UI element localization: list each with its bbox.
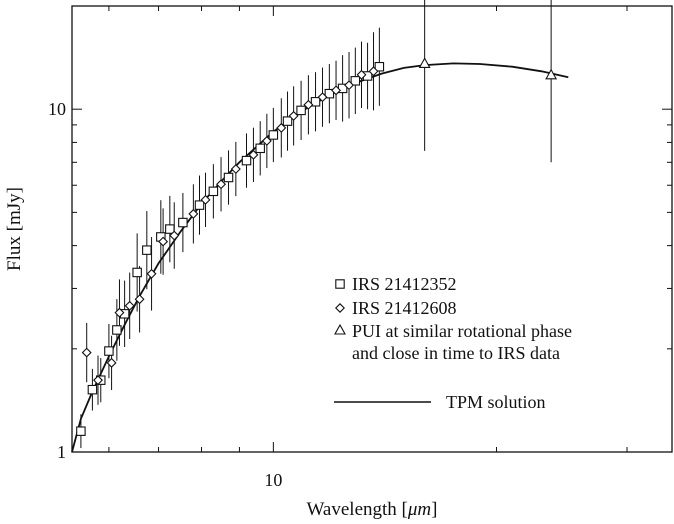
x-tick-label: 10	[264, 470, 282, 490]
tick-labels: 10 1 10	[48, 99, 282, 490]
diamond-point-irs-21412608	[331, 85, 342, 96]
square-point-irs-21412352	[165, 224, 175, 234]
square-point-irs-21412352	[255, 143, 265, 154]
diamond-point-irs-21412608	[344, 80, 355, 91]
legend: IRS 21412352 IRS 21412608 PUI at similar…	[334, 274, 572, 412]
diamond-point-irs-21412608	[114, 307, 125, 318]
diamond-point-irs-21412608	[158, 236, 169, 247]
legend-label-tpm: TPM solution	[446, 392, 546, 412]
square-point-irs-21412352	[310, 97, 321, 107]
square-point-irs-21412352	[208, 186, 219, 197]
legend-markers	[334, 279, 346, 335]
y-axis-label: Flux [mJy]	[4, 187, 25, 271]
legend-label-irs-21412352: IRS 21412352	[352, 274, 457, 294]
diamond-point-irs-21412608	[216, 179, 227, 190]
diamond-point-irs-21412608	[146, 268, 157, 279]
legend-label-pui-line2: and close in time to IRS data	[352, 343, 560, 363]
plot-frame	[71, 5, 673, 453]
diamond-point-irs-21412608	[261, 135, 272, 146]
triangle-point-pui	[545, 68, 558, 80]
diamond-point-irs-21412608	[188, 208, 199, 219]
data-points	[76, 57, 558, 436]
diamond-point-irs-21412608	[106, 357, 117, 368]
square-point-irs-21412352	[142, 245, 152, 255]
diamond-point-irs-21412608	[93, 375, 103, 386]
triangle-point-pui	[418, 57, 431, 68]
diamond-point-irs-21412608	[368, 66, 379, 77]
diamond-point-irs-21412608	[276, 122, 287, 133]
y-tick-label: 10	[48, 99, 66, 119]
square-point-irs-21412352	[104, 346, 114, 356]
legend-diamond-icon	[335, 303, 345, 313]
diamond-point-irs-21412608	[230, 164, 241, 175]
square-point-irs-21412352	[350, 76, 361, 86]
diamond-point-irs-21412608	[124, 300, 135, 311]
square-point-irs-21412352	[87, 384, 98, 395]
square-point-irs-21412352	[178, 217, 188, 228]
axis-ticks	[72, 5, 672, 453]
x-axis-label: Wavelength [μm]	[307, 499, 438, 520]
diamond-point-irs-21412608	[169, 230, 180, 241]
diamond-point-irs-21412608	[317, 92, 328, 103]
square-point-irs-21412352	[268, 130, 279, 140]
square-point-irs-21412352	[296, 105, 306, 116]
diamond-point-irs-21412608	[81, 347, 92, 358]
square-point-irs-21412352	[324, 88, 335, 99]
legend-label-pui-line1: PUI at similar rotational phase	[352, 321, 572, 341]
legend-triangle-icon	[334, 323, 346, 335]
square-point-irs-21412352	[194, 200, 205, 210]
square-point-irs-21412352	[223, 172, 234, 183]
legend-label-irs-21412608: IRS 21412608	[352, 298, 457, 318]
diamond-point-irs-21412608	[288, 110, 299, 121]
square-point-irs-21412352	[132, 267, 142, 278]
legend-square-icon	[335, 279, 345, 289]
diamond-point-irs-21412608	[134, 294, 145, 305]
square-point-irs-21412352	[282, 116, 293, 126]
square-point-irs-21412352	[112, 325, 122, 335]
error-bars	[80, 0, 552, 449]
diamond-point-irs-21412608	[200, 194, 211, 205]
diamond-point-irs-21412608	[356, 69, 367, 80]
square-point-irs-21412352	[374, 61, 385, 72]
y-tick-label: 1	[57, 442, 66, 462]
diamond-point-irs-21412608	[248, 149, 259, 160]
square-point-irs-21412352	[241, 155, 252, 166]
square-point-irs-21412352	[76, 426, 86, 436]
diamond-point-irs-21412608	[303, 99, 314, 110]
